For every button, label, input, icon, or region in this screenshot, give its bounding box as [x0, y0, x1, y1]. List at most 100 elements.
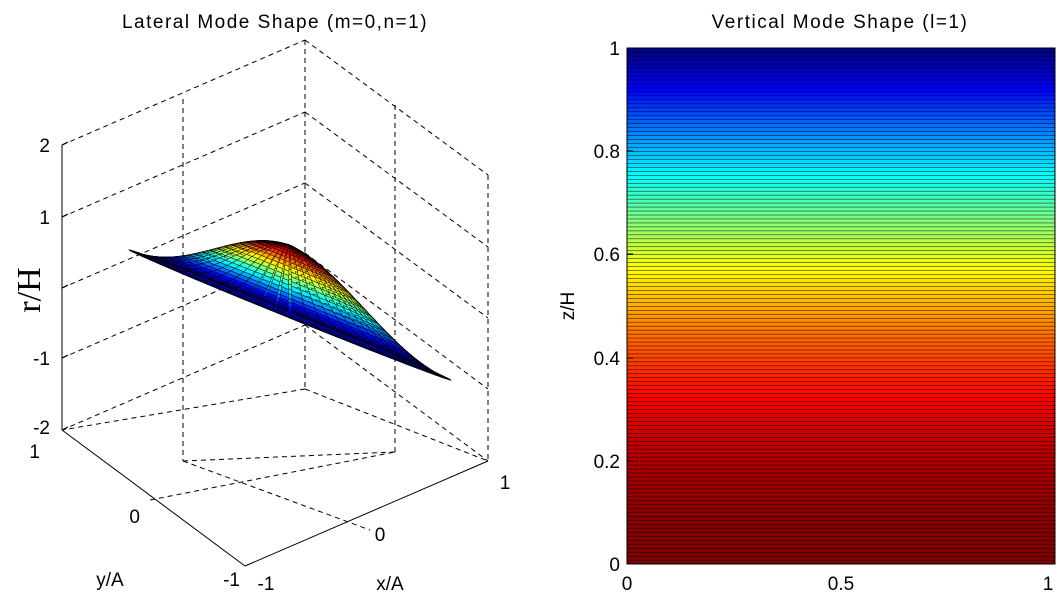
vertical-mode-bands	[627, 48, 1055, 564]
mode-band	[627, 329, 1055, 335]
mode-band	[627, 301, 1055, 307]
mode-band	[627, 111, 1055, 117]
mode-band	[627, 150, 1055, 156]
mode-band	[627, 424, 1055, 430]
x-axis-label: x/A	[376, 574, 404, 595]
mode-band	[627, 218, 1055, 224]
mode-band	[627, 285, 1055, 291]
mode-band	[627, 416, 1055, 422]
mode-band	[627, 353, 1055, 359]
mode-band	[627, 555, 1055, 561]
mode-band	[627, 436, 1055, 442]
x-tick-label: 0	[622, 574, 633, 595]
mode-band	[627, 520, 1055, 525]
grid-z0-right	[304, 182, 489, 319]
mode-band	[627, 289, 1055, 295]
mode-band	[627, 408, 1055, 414]
mode-band	[627, 305, 1055, 311]
mode-band	[627, 527, 1055, 533]
y-tick-label: 0.4	[594, 349, 621, 370]
mode-band	[627, 349, 1055, 355]
mode-band	[627, 321, 1055, 327]
floor-mid-a	[182, 451, 396, 462]
mode-band	[627, 170, 1055, 176]
mode-band	[627, 297, 1055, 303]
mode-band	[627, 381, 1055, 386]
mode-band	[627, 361, 1055, 367]
mode-band	[627, 504, 1055, 510]
mode-band	[627, 484, 1055, 490]
z-tick-mark	[61, 284, 69, 289]
grid-zm1-right	[304, 252, 489, 390]
mode-band	[627, 460, 1055, 466]
mode-band	[627, 512, 1055, 517]
mode-band	[627, 468, 1055, 474]
mode-band	[627, 254, 1055, 259]
mode-band	[627, 234, 1055, 240]
mode-band	[627, 547, 1055, 553]
mode-band	[627, 385, 1055, 390]
grid-z0-left	[61, 182, 306, 289]
mode-band	[627, 222, 1055, 228]
mode-band	[627, 357, 1055, 363]
mode-band	[627, 59, 1055, 65]
mode-band	[627, 281, 1055, 287]
lateral-mode-plot: Lateral Mode Shape (m=0,n=1)	[11, 12, 510, 595]
mode-band	[627, 420, 1055, 426]
mode-band	[627, 262, 1055, 267]
mode-band	[627, 524, 1055, 529]
mode-band	[627, 190, 1055, 196]
y-axis-label: y/A	[96, 570, 124, 591]
surface-facet	[443, 376, 452, 381]
mode-band	[627, 428, 1055, 434]
vertical-y-ticks	[627, 47, 633, 565]
x-axis	[244, 460, 489, 567]
mode-band	[627, 226, 1055, 232]
mode-band	[627, 400, 1055, 406]
lateral-axes	[61, 141, 489, 567]
mode-band	[627, 178, 1055, 184]
mode-band	[627, 317, 1055, 323]
mode-band	[627, 389, 1055, 394]
mode-band	[627, 476, 1055, 482]
z-axis-label: r/H	[11, 267, 48, 312]
mode-band	[627, 404, 1055, 410]
mode-band	[627, 266, 1055, 271]
mode-band	[627, 325, 1055, 331]
z-tick-label: 2	[39, 136, 50, 157]
y-tick-label: 1	[609, 39, 620, 60]
mode-band	[627, 480, 1055, 486]
mode-band	[627, 269, 1055, 275]
mode-band	[627, 377, 1055, 383]
y-tick-label: 0	[609, 555, 620, 576]
mode-band	[627, 95, 1055, 101]
mode-band	[627, 539, 1055, 545]
mode-band	[627, 365, 1055, 371]
y-tick-label: 0.8	[594, 142, 620, 163]
mode-band	[627, 393, 1055, 398]
mode-band	[627, 99, 1055, 105]
y-tick-label: -1	[223, 570, 240, 591]
mode-band	[627, 91, 1055, 97]
mode-band	[627, 186, 1055, 192]
top-face-left	[61, 39, 306, 146]
floor-mid-c	[182, 460, 371, 531]
mode-band	[627, 202, 1055, 208]
mode-band	[627, 127, 1055, 132]
mode-band	[627, 123, 1055, 128]
mode-band	[627, 313, 1055, 319]
mode-band	[627, 492, 1055, 498]
mode-band	[627, 345, 1055, 351]
grid-zm2-left	[61, 324, 306, 431]
mode-band	[627, 158, 1055, 164]
mode-band	[627, 500, 1055, 506]
mode-band	[627, 337, 1055, 343]
mode-band	[627, 162, 1055, 168]
mode-band	[627, 432, 1055, 438]
mode-band	[627, 71, 1055, 77]
mode-band	[627, 516, 1055, 521]
mode-band	[627, 543, 1055, 549]
mode-band	[627, 87, 1055, 93]
mode-band	[627, 472, 1055, 478]
